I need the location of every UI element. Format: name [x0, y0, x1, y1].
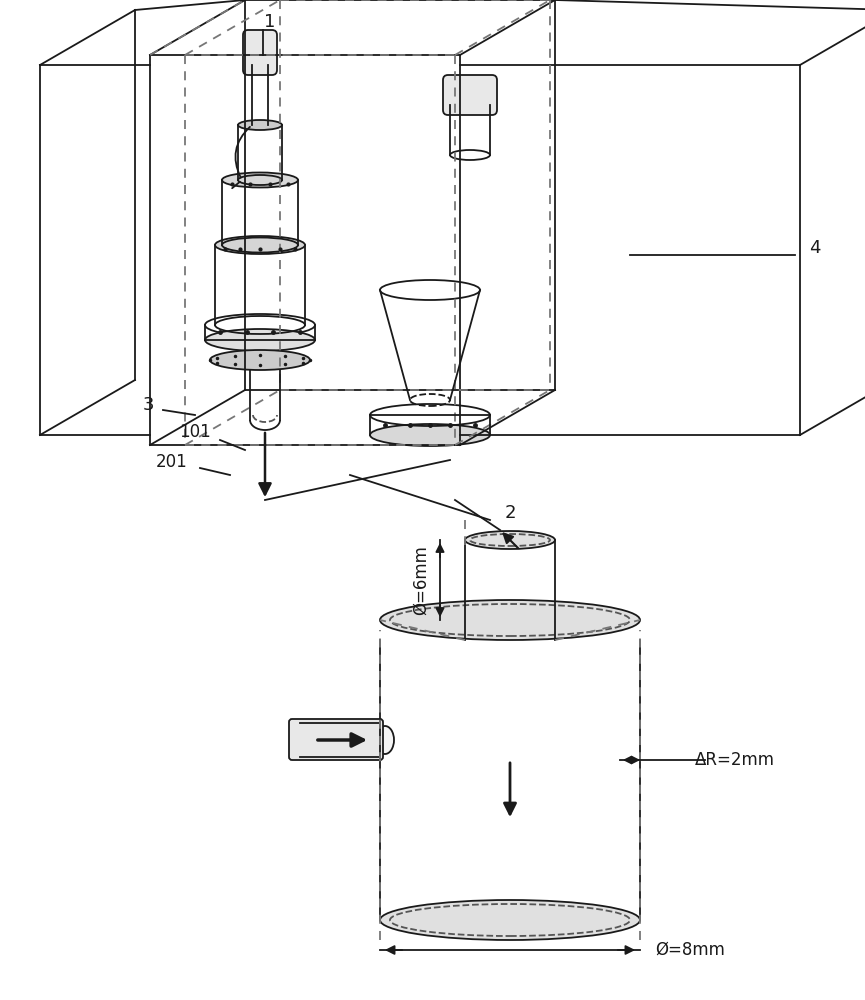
Text: 1: 1 [265, 13, 276, 31]
Ellipse shape [380, 900, 640, 940]
Text: 4: 4 [810, 239, 821, 257]
Ellipse shape [370, 424, 490, 446]
Ellipse shape [376, 726, 394, 754]
Ellipse shape [465, 531, 555, 549]
Text: ΔR=2mm: ΔR=2mm [695, 751, 775, 769]
Text: 101: 101 [179, 423, 211, 441]
FancyBboxPatch shape [443, 75, 497, 115]
Ellipse shape [222, 172, 298, 188]
Ellipse shape [238, 120, 282, 130]
Ellipse shape [380, 600, 640, 640]
Text: 3: 3 [142, 396, 154, 414]
Ellipse shape [215, 236, 305, 254]
Text: Ø=8mm: Ø=8mm [655, 941, 725, 959]
Text: 2: 2 [504, 504, 516, 522]
FancyBboxPatch shape [243, 30, 277, 75]
FancyBboxPatch shape [289, 719, 383, 760]
Ellipse shape [210, 350, 310, 370]
Text: 201: 201 [156, 453, 188, 471]
Ellipse shape [205, 329, 315, 351]
Ellipse shape [290, 722, 310, 758]
Text: Ø=6mm: Ø=6mm [412, 545, 430, 615]
